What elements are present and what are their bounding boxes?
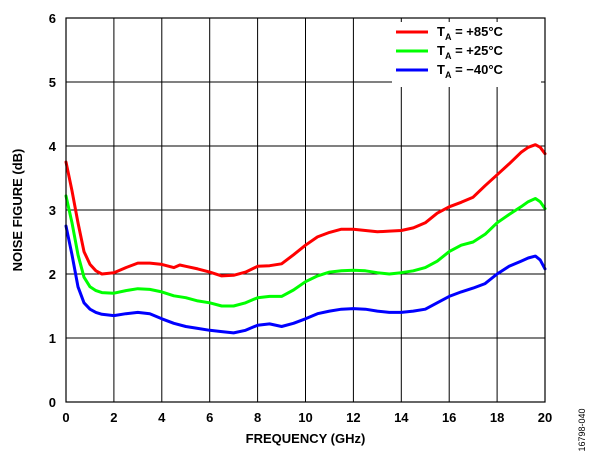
legend: TA = +85°CTA = +25°CTA = −40°C xyxy=(392,22,541,87)
x-tick-label-0: 0 xyxy=(62,410,69,425)
legend-label-3: TA = −40°C xyxy=(437,62,504,80)
x-tick-label-2: 2 xyxy=(110,410,117,425)
y-tick-label-3: 3 xyxy=(49,203,56,218)
y-tick-labels: 0 1 2 3 4 5 6 xyxy=(49,11,57,410)
y-axis-label: NOISE FIGURE (dB) xyxy=(10,149,25,272)
legend-label-1: TA = +85°C xyxy=(437,24,504,42)
y-tick-label-0: 0 xyxy=(49,395,56,410)
x-tick-labels: 0 2 4 6 8 10 12 14 16 18 20 xyxy=(62,410,552,425)
x-tick-label-12: 12 xyxy=(346,410,360,425)
x-tick-label-4: 4 xyxy=(158,410,166,425)
y-tick-label-1: 1 xyxy=(49,331,56,346)
series-lines xyxy=(64,143,547,335)
x-tick-label-20: 20 xyxy=(538,410,552,425)
y-tick-label-5: 5 xyxy=(49,75,56,90)
x-axis-label: FREQUENCY (GHz) xyxy=(246,431,366,446)
figure-id: 16798-040 xyxy=(577,408,587,451)
x-tick-label-16: 16 xyxy=(442,410,456,425)
series-line-2 xyxy=(64,194,547,308)
legend-label-2: TA = +25°C xyxy=(437,43,504,61)
y-tick-label-4: 4 xyxy=(49,139,57,154)
x-tick-label-8: 8 xyxy=(254,410,261,425)
y-tick-label-2: 2 xyxy=(49,267,56,282)
plot-frame xyxy=(65,17,546,403)
x-tick-label-10: 10 xyxy=(298,410,312,425)
x-tick-label-14: 14 xyxy=(394,410,409,425)
x-tick-label-18: 18 xyxy=(490,410,504,425)
x-tick-label-6: 6 xyxy=(206,410,213,425)
series-line-1 xyxy=(64,143,547,278)
series-line-3 xyxy=(64,224,547,335)
y-tick-label-6: 6 xyxy=(49,11,56,26)
